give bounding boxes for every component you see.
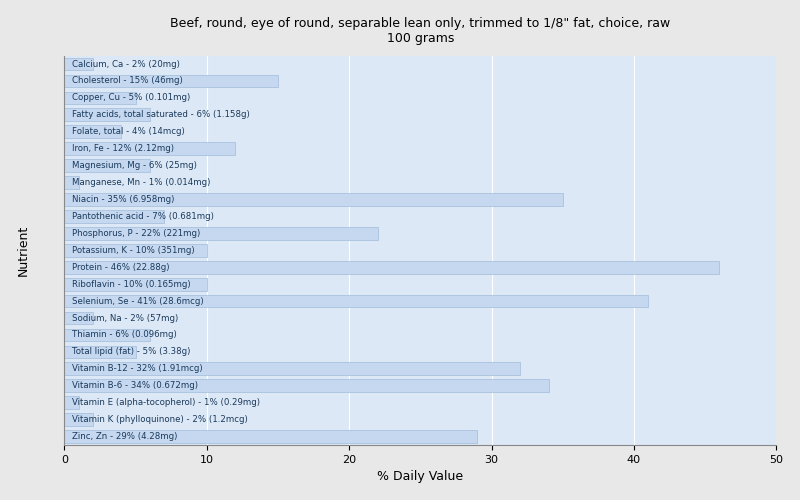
Bar <box>64 74 278 88</box>
Text: Vitamin B-6 - 34% (0.672mg): Vitamin B-6 - 34% (0.672mg) <box>71 382 198 390</box>
Bar <box>64 414 93 426</box>
Text: Calcium, Ca - 2% (20mg): Calcium, Ca - 2% (20mg) <box>71 60 179 68</box>
Text: Iron, Fe - 12% (2.12mg): Iron, Fe - 12% (2.12mg) <box>71 144 174 153</box>
Text: Folate, total - 4% (14mcg): Folate, total - 4% (14mcg) <box>71 128 184 136</box>
Text: Pantothenic acid - 7% (0.681mg): Pantothenic acid - 7% (0.681mg) <box>71 212 214 221</box>
Bar <box>64 261 719 274</box>
Y-axis label: Nutrient: Nutrient <box>17 224 30 276</box>
Bar <box>64 176 78 189</box>
Text: Magnesium, Mg - 6% (25mg): Magnesium, Mg - 6% (25mg) <box>71 161 196 170</box>
Text: Sodium, Na - 2% (57mg): Sodium, Na - 2% (57mg) <box>71 314 178 322</box>
X-axis label: % Daily Value: % Daily Value <box>378 470 463 484</box>
Title: Beef, round, eye of round, separable lean only, trimmed to 1/8" fat, choice, raw: Beef, round, eye of round, separable lea… <box>170 16 670 44</box>
Text: Cholesterol - 15% (46mg): Cholesterol - 15% (46mg) <box>71 76 182 86</box>
Text: Fatty acids, total saturated - 6% (1.158g): Fatty acids, total saturated - 6% (1.158… <box>71 110 250 120</box>
Bar <box>64 396 78 409</box>
Bar <box>64 295 648 308</box>
Bar <box>64 210 164 223</box>
Bar <box>64 108 150 121</box>
Text: Phosphorus, P - 22% (221mg): Phosphorus, P - 22% (221mg) <box>71 229 200 238</box>
Text: Riboflavin - 10% (0.165mg): Riboflavin - 10% (0.165mg) <box>71 280 190 288</box>
Bar <box>64 142 235 155</box>
Bar <box>64 362 520 375</box>
Text: Total lipid (fat) - 5% (3.38g): Total lipid (fat) - 5% (3.38g) <box>71 348 190 356</box>
Bar <box>64 160 150 172</box>
Text: Zinc, Zn - 29% (4.28mg): Zinc, Zn - 29% (4.28mg) <box>71 432 177 441</box>
Bar <box>64 126 122 138</box>
Text: Selenium, Se - 41% (28.6mcg): Selenium, Se - 41% (28.6mcg) <box>71 296 203 306</box>
Bar <box>64 227 378 239</box>
Text: Copper, Cu - 5% (0.101mg): Copper, Cu - 5% (0.101mg) <box>71 94 190 102</box>
Bar <box>64 312 93 324</box>
Bar <box>64 92 135 104</box>
Bar <box>64 346 135 358</box>
Bar <box>64 380 549 392</box>
Text: Protein - 46% (22.88g): Protein - 46% (22.88g) <box>71 262 169 272</box>
Bar <box>64 58 93 70</box>
Bar <box>64 278 206 290</box>
Text: Thiamin - 6% (0.096mg): Thiamin - 6% (0.096mg) <box>71 330 176 340</box>
Bar <box>64 244 206 256</box>
Text: Vitamin E (alpha-tocopherol) - 1% (0.29mg): Vitamin E (alpha-tocopherol) - 1% (0.29m… <box>71 398 259 407</box>
Bar <box>64 430 478 443</box>
Text: Niacin - 35% (6.958mg): Niacin - 35% (6.958mg) <box>71 195 174 204</box>
Text: Vitamin K (phylloquinone) - 2% (1.2mcg): Vitamin K (phylloquinone) - 2% (1.2mcg) <box>71 415 247 424</box>
Text: Vitamin B-12 - 32% (1.91mcg): Vitamin B-12 - 32% (1.91mcg) <box>71 364 202 374</box>
Bar <box>64 193 562 206</box>
Text: Manganese, Mn - 1% (0.014mg): Manganese, Mn - 1% (0.014mg) <box>71 178 210 187</box>
Bar <box>64 328 150 342</box>
Text: Potassium, K - 10% (351mg): Potassium, K - 10% (351mg) <box>71 246 194 255</box>
